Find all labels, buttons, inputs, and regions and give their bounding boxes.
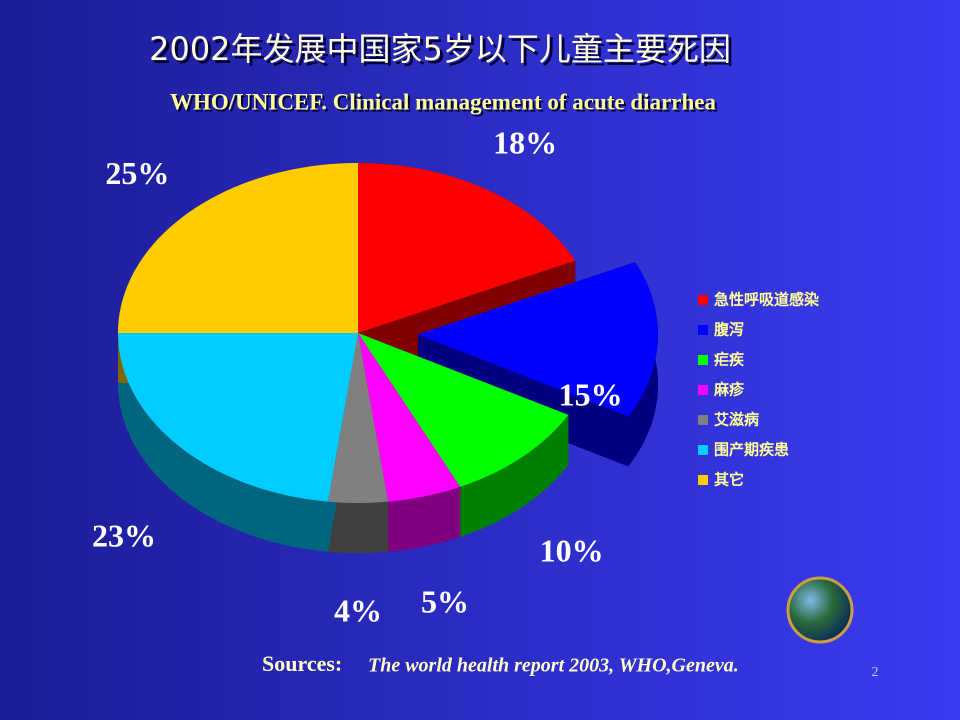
slice-rim [118, 333, 328, 552]
legend-swatch [698, 415, 708, 425]
data-label: 18% [493, 125, 557, 161]
chart-title: 2002年发展中国家5岁以下儿童主要死因 [149, 30, 731, 68]
legend-label: 麻疹 [713, 381, 745, 399]
legend-swatch [698, 295, 708, 305]
legend-label: 疟疾 [714, 351, 745, 369]
legend-label: 围产期疾患 [714, 441, 789, 459]
legend-label: 艾滋病 [714, 411, 759, 429]
legend-label: 急性呼吸道感染 [714, 291, 820, 309]
legend-label: 腹泻 [714, 321, 744, 339]
slice [358, 333, 569, 487]
source-text: The world health report 2003, WHO,Geneva… [368, 655, 739, 677]
slice [358, 333, 461, 502]
data-label: 5% [421, 584, 469, 620]
subtitle-shadow: WHO/UNICEF. Clinical management of acute… [172, 91, 719, 116]
page-number: 2 [872, 665, 879, 680]
title-shadow: 2002年发展中国家5岁以下儿童主要死因 [152, 33, 734, 71]
legend-swatch [698, 445, 708, 455]
data-label: 23% [92, 517, 156, 553]
data-label: 15% [559, 377, 623, 413]
legend-swatch [698, 325, 708, 335]
data-label: 4% [334, 592, 382, 628]
legend-swatch [698, 385, 708, 395]
slice [417, 262, 658, 417]
source-label: Sources: [262, 651, 342, 676]
data-label: 10% [540, 532, 604, 568]
chart-subtitle: WHO/UNICEF. Clinical management of acute… [170, 89, 717, 114]
slice [358, 163, 576, 333]
legend-label: 其它 [714, 471, 744, 489]
legend-swatch [698, 355, 708, 365]
data-label: 25% [105, 155, 169, 191]
slice [327, 333, 389, 503]
slice-rim [388, 486, 461, 552]
slice-rim [460, 414, 569, 537]
slice [118, 333, 358, 502]
slice [118, 163, 358, 333]
legend-swatch [698, 475, 708, 485]
slice-rim [327, 501, 389, 553]
globe-icon [786, 576, 854, 644]
pie [118, 163, 658, 553]
